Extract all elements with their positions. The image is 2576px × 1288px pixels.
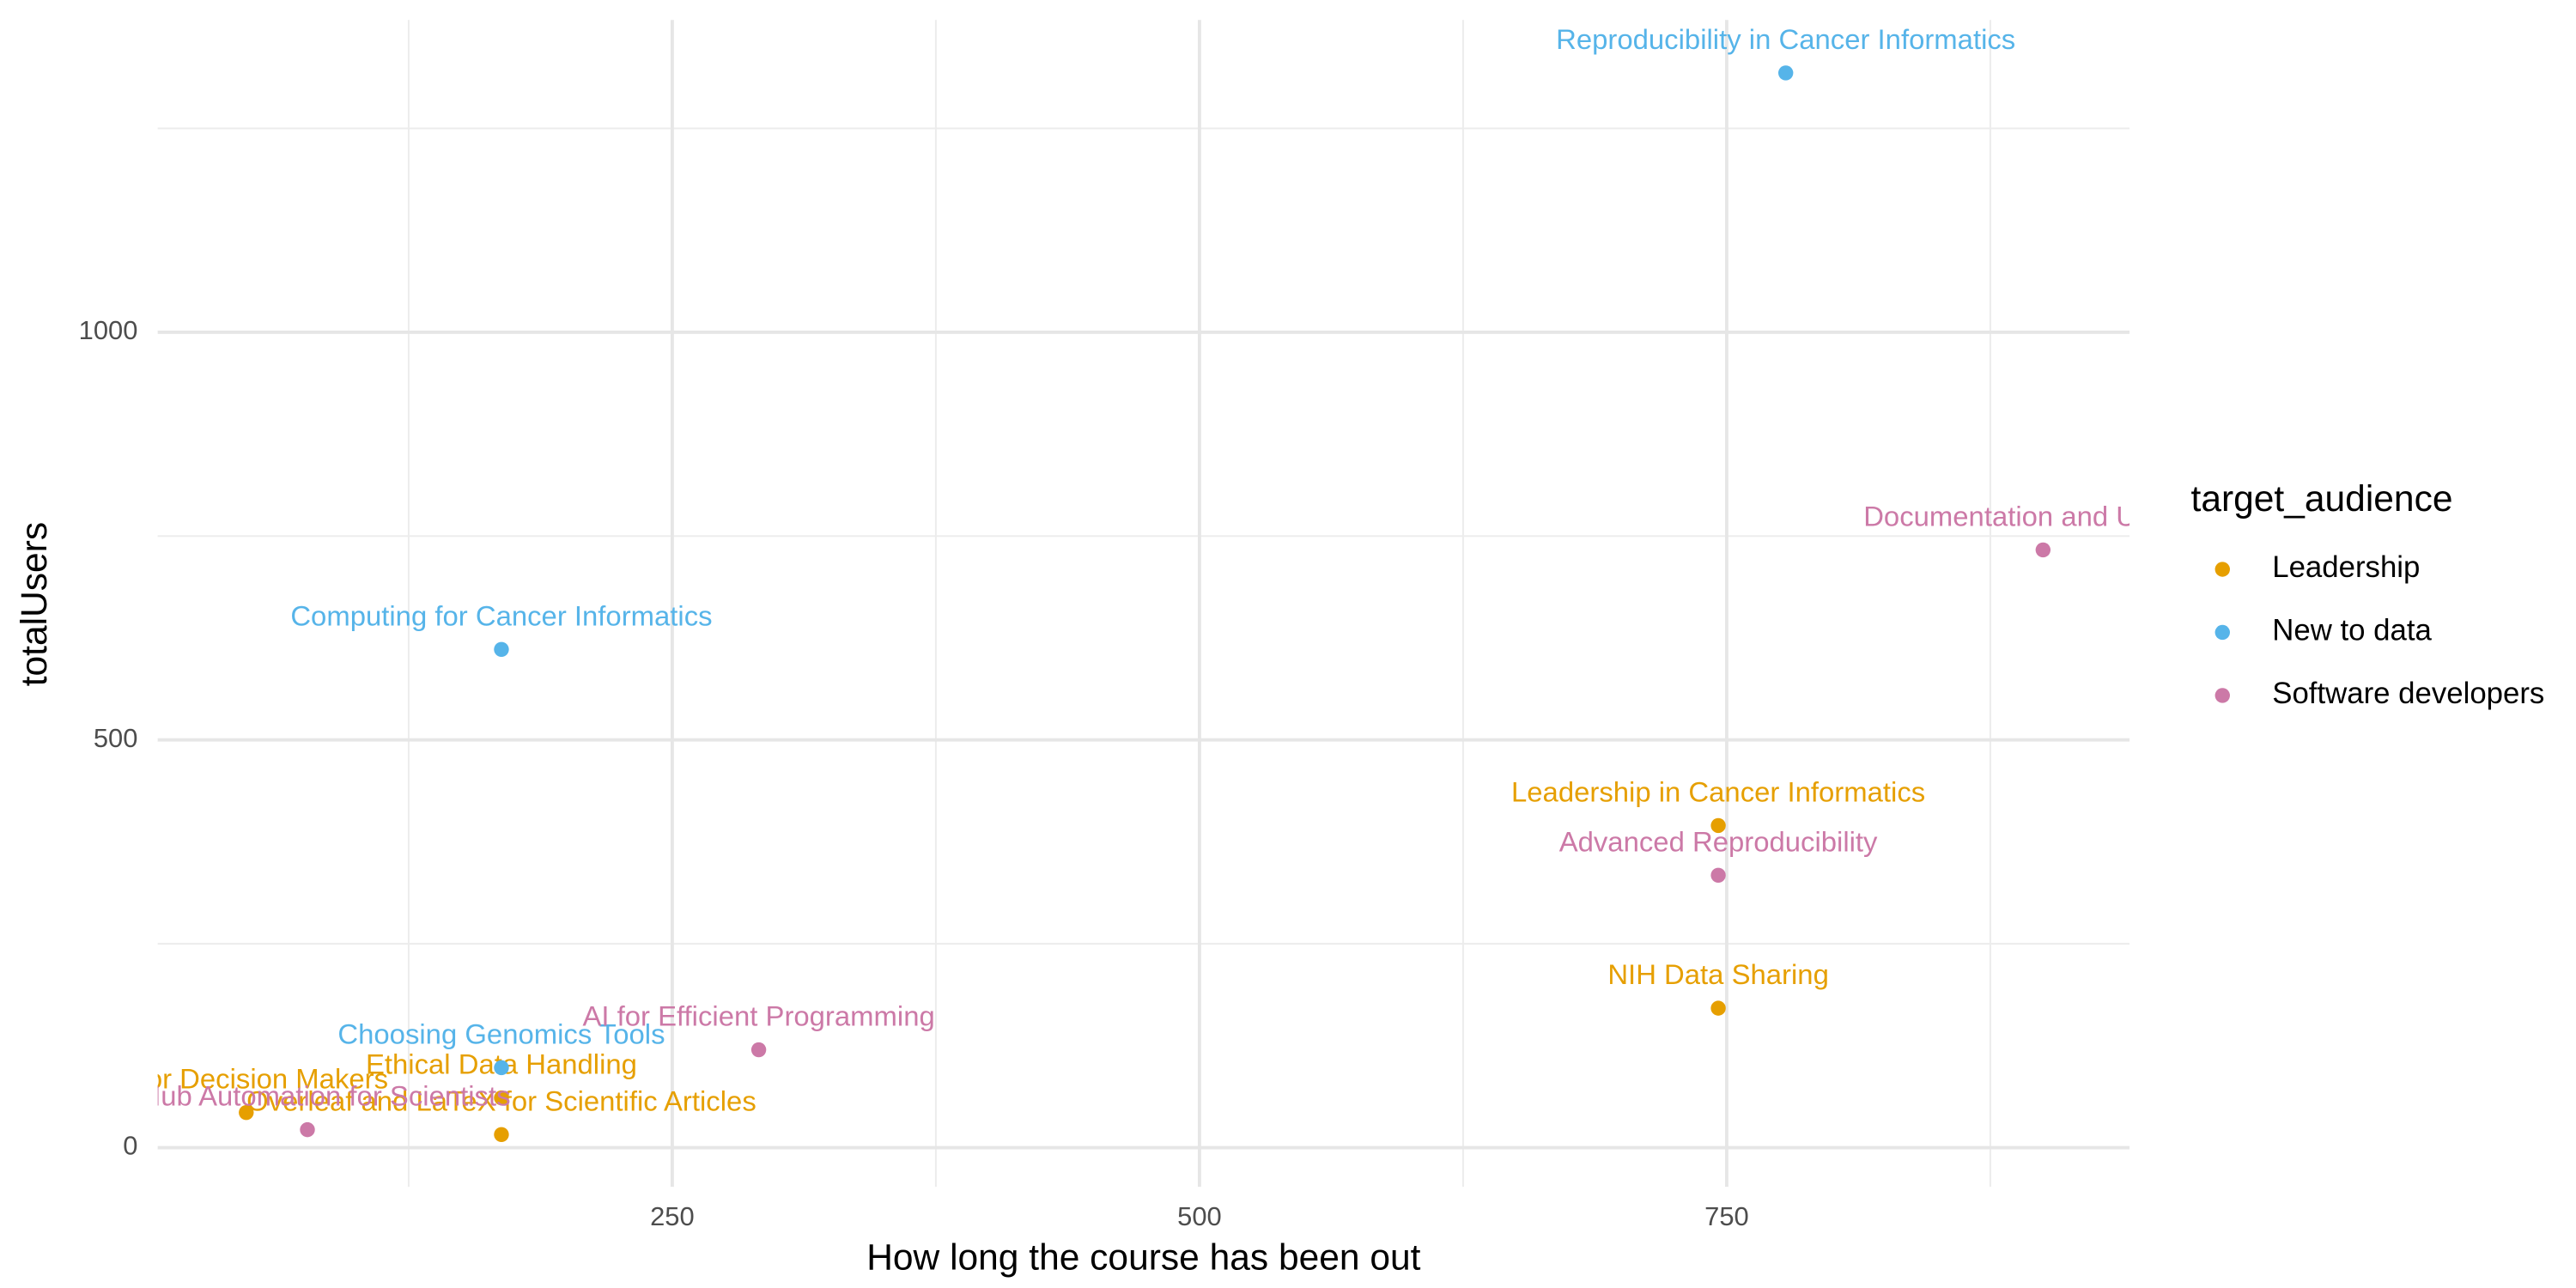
x-axis-title: How long the course has been out <box>866 1237 1420 1278</box>
point-label: AI for Decision Makers <box>105 1063 389 1095</box>
point-label: Choosing Genomics Tools <box>337 1018 665 1049</box>
point <box>1710 817 1726 834</box>
point <box>1777 65 1794 81</box>
x-tick-label: 250 <box>650 1201 695 1231</box>
y-axis-title: totalUsers <box>15 522 55 686</box>
point-label: Advanced Reproducibility <box>1559 825 1878 857</box>
legend-label: Software developers <box>2272 677 2544 710</box>
legend-key <box>2215 688 2230 703</box>
point <box>494 641 509 657</box>
point <box>300 1121 315 1138</box>
point <box>239 1104 254 1121</box>
legend-label: New to data <box>2272 615 2432 647</box>
y-tick-label: 1000 <box>79 315 138 345</box>
point <box>1710 1000 1726 1016</box>
point-label: Reproducibility in Cancer Informatics <box>1556 23 2015 55</box>
y-tick-label: 0 <box>123 1131 137 1161</box>
x-tick-label: 750 <box>1704 1201 1749 1231</box>
point-label: Documentation and Usability <box>1863 500 2223 532</box>
grid <box>157 20 2130 1188</box>
point-label: NIH Data Sharing <box>1607 958 1829 990</box>
point <box>494 1060 509 1076</box>
point-label: Computing for Cancer Informatics <box>290 599 712 631</box>
legend-title: target_audience <box>2191 479 2453 519</box>
point-label: Leadership in Cancer Informatics <box>1511 775 1925 807</box>
point-label: GitHub Automation for Scientists <box>104 1080 510 1112</box>
x-tick-label: 500 <box>1177 1201 1222 1231</box>
point <box>494 1090 509 1106</box>
point <box>1710 867 1726 884</box>
point <box>494 1127 509 1143</box>
point-label: Overleaf and LaTeX for Scientific Articl… <box>246 1084 756 1116</box>
point <box>2035 542 2051 558</box>
legend-key <box>2215 562 2230 577</box>
legend-key <box>2215 624 2230 641</box>
point <box>750 1042 767 1058</box>
point-label: AI for Efficient Programming <box>582 1000 934 1032</box>
legend-label: Leadership <box>2272 551 2420 584</box>
plot-area: Leadership in Cancer Informatics NIH Data… <box>104 23 2223 1143</box>
y-tick-label: 500 <box>94 723 138 753</box>
